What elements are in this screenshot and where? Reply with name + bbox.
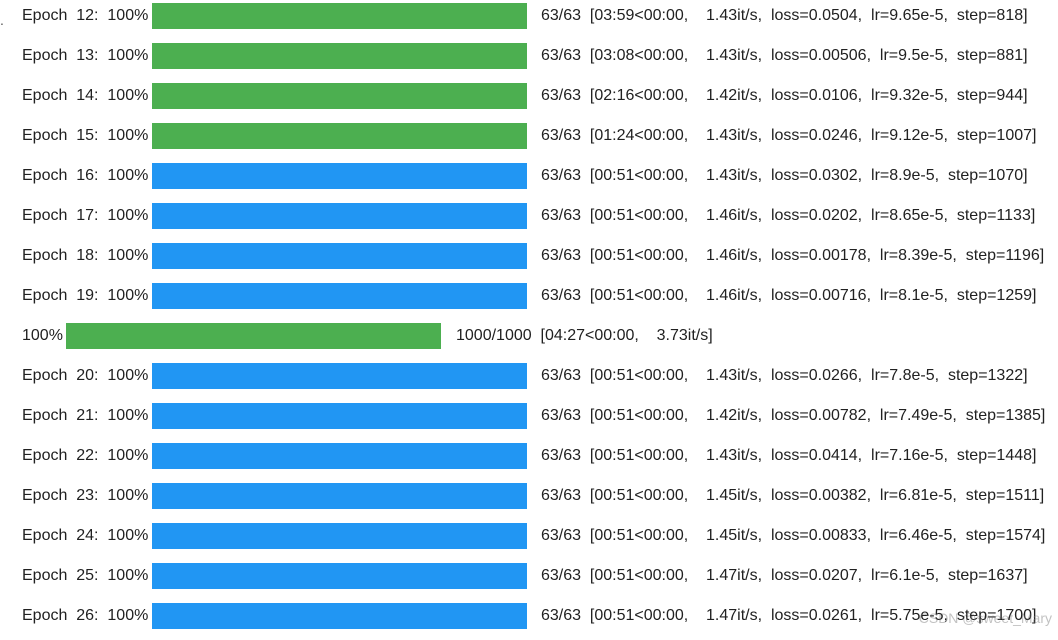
progress-label: Epoch 22: 100% [22, 447, 149, 464]
progress-bar [152, 563, 527, 589]
progress-bar [152, 603, 527, 629]
progress-bar [152, 163, 527, 189]
epoch-progress-row: Epoch 12: 100% 63/63 [03:59<00:00, 1.43it… [0, 0, 1058, 40]
progress-label: Epoch 24: 100% [22, 527, 149, 544]
progress-stats: 63/63 [00:51<00:00, 1.46it/s, loss=0.001… [541, 247, 1045, 264]
progress-bar [152, 123, 527, 149]
progress-bar-fill [152, 83, 527, 109]
progress-bar-fill [152, 163, 527, 189]
progress-bar [152, 483, 527, 509]
progress-bar [152, 403, 527, 429]
progress-stats: 63/63 [03:59<00:00, 1.43it/s, loss=0.050… [541, 7, 1028, 24]
progress-bar-fill [152, 443, 527, 469]
progress-stats: 63/63 [00:51<00:00, 1.43it/s, loss=0.026… [541, 367, 1028, 384]
progress-label: Epoch 17: 100% [22, 207, 149, 224]
progress-bar [152, 523, 527, 549]
epoch-progress-row: Epoch 25: 100% 63/63 [00:51<00:00, 1.47it… [0, 560, 1058, 600]
progress-bar-fill [152, 403, 527, 429]
progress-bar [152, 43, 527, 69]
progress-stats: 63/63 [00:51<00:00, 1.45it/s, loss=0.008… [541, 527, 1046, 544]
progress-bar-fill [66, 323, 441, 349]
epoch-progress-row: Epoch 16: 100% 63/63 [00:51<00:00, 1.43it… [0, 160, 1058, 200]
progress-label: Epoch 26: 100% [22, 607, 149, 624]
progress-stats: 63/63 [00:51<00:00, 1.42it/s, loss=0.007… [541, 407, 1046, 424]
progress-label: Epoch 20: 100% [22, 367, 149, 384]
progress-bar-fill [152, 523, 527, 549]
progress-label: Epoch 15: 100% [22, 127, 149, 144]
progress-stats: 63/63 [00:51<00:00, 1.43it/s, loss=0.041… [541, 447, 1037, 464]
epoch-progress-row: Epoch 14: 100% 63/63 [02:16<00:00, 1.42it… [0, 80, 1058, 120]
progress-bar-fill [152, 203, 527, 229]
progress-bar-fill [152, 123, 527, 149]
progress-label: Epoch 16: 100% [22, 167, 149, 184]
progress-bar-fill [152, 483, 527, 509]
progress-bar-fill [152, 363, 527, 389]
progress-label: Epoch 19: 100% [22, 287, 149, 304]
epoch-progress-row: Epoch 21: 100% 63/63 [00:51<00:00, 1.42it… [0, 400, 1058, 440]
epoch-progress-row: Epoch 17: 100% 63/63 [00:51<00:00, 1.46it… [0, 200, 1058, 240]
progress-label: Epoch 18: 100% [22, 247, 149, 264]
progress-stats: 63/63 [00:51<00:00, 1.47it/s, loss=0.026… [541, 607, 1037, 624]
epoch-progress-row: Epoch 26: 100% 63/63 [00:51<00:00, 1.47it… [0, 600, 1058, 640]
progress-stats: 63/63 [00:51<00:00, 1.43it/s, loss=0.030… [541, 167, 1028, 184]
progress-bar [152, 3, 527, 29]
progress-bar [152, 243, 527, 269]
progress-bar-fill [152, 243, 527, 269]
progress-bar [152, 203, 527, 229]
epoch-progress-row: Epoch 22: 100% 63/63 [00:51<00:00, 1.43it… [0, 440, 1058, 480]
epoch-progress-row: Epoch 13: 100% 63/63 [03:08<00:00, 1.43it… [0, 40, 1058, 80]
epoch-progress-row: Epoch 24: 100% 63/63 [00:51<00:00, 1.45it… [0, 520, 1058, 560]
progress-bar [152, 83, 527, 109]
progress-bar [66, 323, 441, 349]
progress-label: Epoch 21: 100% [22, 407, 149, 424]
progress-label: Epoch 14: 100% [22, 87, 149, 104]
progress-stats: 63/63 [02:16<00:00, 1.42it/s, loss=0.010… [541, 87, 1028, 104]
progress-bar-fill [152, 603, 527, 629]
progress-bar [152, 283, 527, 309]
progress-label: Epoch 13: 100% [22, 47, 149, 64]
progress-stats: 63/63 [00:51<00:00, 1.46it/s, loss=0.020… [541, 207, 1036, 224]
progress-stats: 63/63 [00:51<00:00, 1.46it/s, loss=0.007… [541, 287, 1037, 304]
epoch-progress-row: Epoch 19: 100% 63/63 [00:51<00:00, 1.46it… [0, 280, 1058, 320]
epoch-progress-row: Epoch 18: 100% 63/63 [00:51<00:00, 1.46it… [0, 240, 1058, 280]
epoch-progress-row: Epoch 15: 100% 63/63 [01:24<00:00, 1.43it… [0, 120, 1058, 160]
progress-stats: 63/63 [03:08<00:00, 1.43it/s, loss=0.005… [541, 47, 1028, 64]
watermark: CSDN @sweet_Mary [918, 610, 1052, 626]
progress-bar-fill [152, 563, 527, 589]
epoch-progress-row: Epoch 23: 100% 63/63 [00:51<00:00, 1.45it… [0, 480, 1058, 520]
progress-bar-fill [152, 43, 527, 69]
progress-bar-fill [152, 3, 527, 29]
progress-stats: 63/63 [00:51<00:00, 1.45it/s, loss=0.003… [541, 487, 1045, 504]
progress-bar-fill [152, 283, 527, 309]
progress-stats: 1000/1000 [04:27<00:00, 3.73it/s] [456, 327, 713, 344]
progress-label: 100% [22, 327, 63, 344]
progress-stats: 63/63 [00:51<00:00, 1.47it/s, loss=0.020… [541, 567, 1028, 584]
epoch-progress-row: Epoch 20: 100% 63/63 [00:51<00:00, 1.43it… [0, 360, 1058, 400]
eval-progress-row: 100% 1000/1000 [04:27<00:00, 3.73it/s] [0, 320, 1058, 360]
leading-mark: . [0, 12, 4, 28]
progress-label: Epoch 25: 100% [22, 567, 149, 584]
progress-bar [152, 363, 527, 389]
progress-label: Epoch 23: 100% [22, 487, 149, 504]
progress-stats: 63/63 [01:24<00:00, 1.43it/s, loss=0.024… [541, 127, 1037, 144]
progress-label: Epoch 12: 100% [22, 7, 149, 24]
progress-bar [152, 443, 527, 469]
